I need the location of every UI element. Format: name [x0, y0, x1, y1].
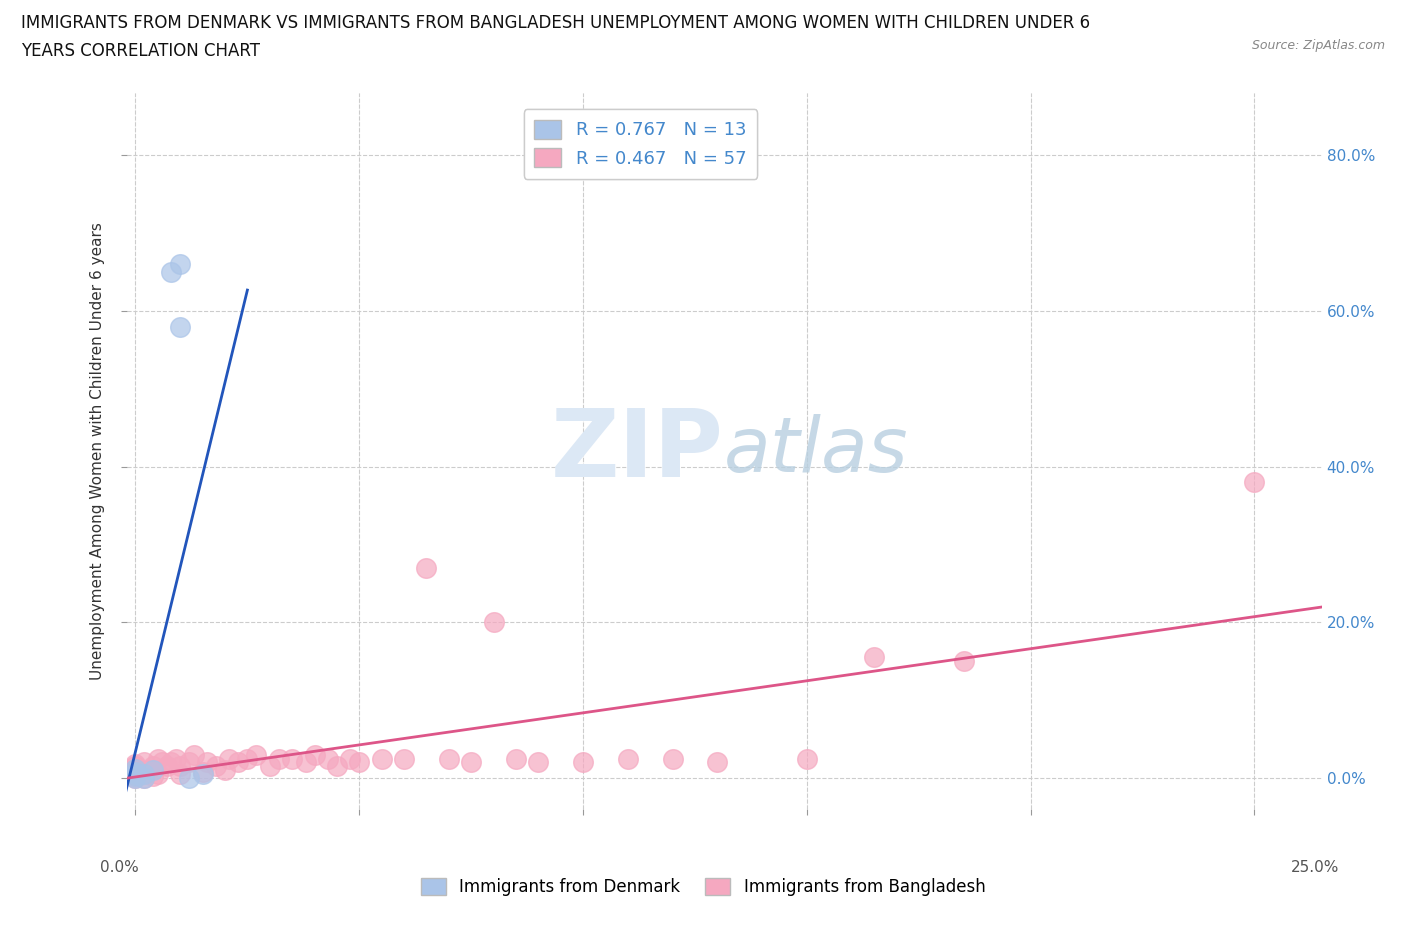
Text: Source: ZipAtlas.com: Source: ZipAtlas.com: [1251, 39, 1385, 52]
Point: [191, 766, 214, 781]
Point: [169, 766, 191, 781]
Point: [134, 766, 156, 781]
Text: atlas: atlas: [724, 414, 908, 488]
Point: [179, 755, 201, 770]
Point: [415, 561, 437, 576]
Point: [124, 756, 146, 771]
Point: [214, 763, 236, 777]
Point: [205, 759, 228, 774]
Point: [505, 751, 527, 766]
Point: [134, 771, 156, 786]
Point: [952, 654, 974, 669]
Point: [527, 755, 550, 770]
Point: [124, 766, 146, 781]
Point: [134, 766, 156, 781]
Point: [259, 759, 281, 774]
Text: 25.0%: 25.0%: [1291, 860, 1339, 875]
Text: ZIP: ZIP: [551, 405, 724, 497]
Point: [124, 764, 146, 779]
Point: [134, 771, 156, 786]
Point: [661, 751, 683, 766]
Point: [169, 319, 191, 334]
Point: [124, 761, 146, 776]
Point: [124, 769, 146, 784]
Point: [370, 751, 392, 766]
Point: [146, 751, 169, 766]
Point: [218, 751, 240, 766]
Point: [124, 764, 146, 779]
Point: [124, 771, 146, 786]
Point: [349, 755, 371, 770]
Point: [304, 747, 326, 762]
Point: [326, 759, 349, 774]
Legend: R = 0.767   N = 13, R = 0.467   N = 57: R = 0.767 N = 13, R = 0.467 N = 57: [523, 109, 758, 179]
Text: YEARS CORRELATION CHART: YEARS CORRELATION CHART: [21, 42, 260, 60]
Point: [294, 755, 316, 770]
Text: IMMIGRANTS FROM DENMARK VS IMMIGRANTS FROM BANGLADESH UNEMPLOYMENT AMONG WOMEN W: IMMIGRANTS FROM DENMARK VS IMMIGRANTS FR…: [21, 14, 1090, 32]
Point: [392, 751, 415, 766]
Point: [169, 759, 191, 774]
Point: [124, 759, 146, 774]
Point: [572, 755, 595, 770]
Point: [236, 751, 259, 766]
Point: [195, 755, 218, 770]
Point: [124, 763, 146, 777]
Point: [281, 751, 304, 766]
Point: [706, 755, 728, 770]
Point: [160, 755, 183, 770]
Point: [267, 751, 290, 766]
Point: [245, 747, 267, 762]
Point: [191, 764, 214, 779]
Point: [165, 751, 187, 766]
Point: [179, 771, 201, 786]
Legend: Immigrants from Denmark, Immigrants from Bangladesh: Immigrants from Denmark, Immigrants from…: [413, 871, 993, 903]
Point: [142, 763, 165, 777]
Point: [796, 751, 818, 766]
Point: [1243, 474, 1265, 489]
Point: [228, 755, 250, 770]
Point: [150, 755, 173, 770]
Point: [316, 751, 339, 766]
Point: [156, 759, 179, 774]
Text: 0.0%: 0.0%: [100, 860, 139, 875]
Point: [437, 751, 460, 766]
Point: [124, 766, 146, 781]
Point: [460, 755, 482, 770]
Point: [124, 769, 146, 784]
Point: [339, 751, 361, 766]
Point: [142, 759, 165, 774]
Y-axis label: Unemployment Among Women with Children Under 6 years: Unemployment Among Women with Children U…: [90, 222, 105, 680]
Point: [146, 766, 169, 781]
Point: [142, 768, 165, 783]
Point: [617, 751, 640, 766]
Point: [482, 615, 505, 630]
Point: [183, 747, 205, 762]
Point: [124, 771, 146, 786]
Point: [863, 650, 886, 665]
Point: [124, 761, 146, 776]
Point: [138, 763, 160, 777]
Point: [160, 264, 183, 279]
Point: [169, 257, 191, 272]
Point: [134, 755, 156, 770]
